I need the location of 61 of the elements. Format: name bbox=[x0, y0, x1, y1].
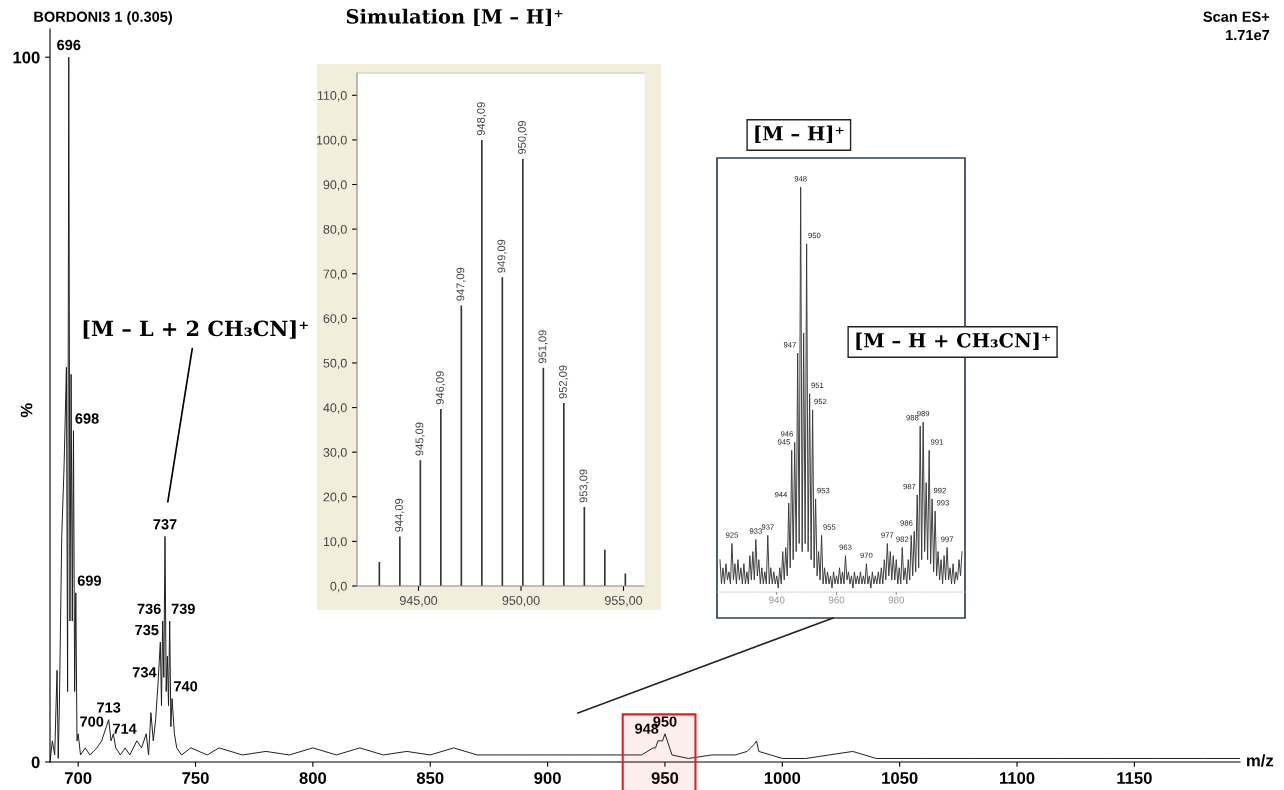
x-tick-label: 950,00 bbox=[502, 596, 540, 607]
annotation: 947,09 bbox=[456, 267, 466, 301]
annotation: [M – L + 2 CH₃CN]⁺ bbox=[83, 320, 308, 339]
annotation: 700 bbox=[80, 716, 104, 727]
x-tick-label: 850 bbox=[416, 772, 444, 784]
annotation: 949,09 bbox=[497, 239, 507, 273]
x-tick-label: 1150 bbox=[1117, 772, 1152, 784]
y-tick-label: 50,0 bbox=[323, 358, 347, 370]
y-tick-label: 20,0 bbox=[323, 492, 347, 503]
y-tick-label: 40,0 bbox=[323, 403, 347, 414]
annotation: 737 bbox=[153, 519, 177, 530]
annotation: 698 bbox=[75, 413, 99, 424]
y-tick-label: 10,0 bbox=[323, 537, 347, 548]
x-tick-label: 960 bbox=[828, 596, 845, 604]
annotation: 736 bbox=[137, 603, 161, 615]
y-tick-label: 100 bbox=[13, 51, 40, 64]
annotation: 740 bbox=[174, 681, 198, 692]
annotation: 945,09 bbox=[415, 422, 425, 456]
y-tick-label: 110,0 bbox=[317, 91, 347, 102]
chart-title: [M – H]⁺ bbox=[755, 125, 844, 143]
annotation: 696 bbox=[57, 39, 81, 51]
y-tick-label: 30,0 bbox=[323, 447, 347, 459]
annotation: 953,09 bbox=[579, 469, 589, 503]
annotation: 739 bbox=[171, 603, 195, 615]
annotation: 950,09 bbox=[517, 121, 528, 154]
text: Scan ES+ bbox=[1203, 11, 1270, 22]
annotation: 734 bbox=[132, 667, 157, 678]
annotation: 714 bbox=[113, 723, 137, 734]
y-axis-title: % bbox=[20, 403, 33, 418]
annotation: 952,09 bbox=[558, 365, 569, 399]
annotation: 699 bbox=[77, 575, 101, 586]
x-tick-label: 1100 bbox=[999, 772, 1035, 784]
y-tick-label: 100,0 bbox=[316, 135, 347, 147]
x-tick-label: 950 bbox=[651, 772, 679, 784]
y-tick-label: 70,0 bbox=[323, 269, 347, 280]
x-tick-label: 945,00 bbox=[399, 596, 438, 607]
x-tick-label: 900 bbox=[534, 772, 561, 784]
annotation: 713 bbox=[97, 702, 121, 713]
x-axis-title: m/z bbox=[1247, 754, 1274, 767]
chart-title: Simulation [M – H]⁺ bbox=[346, 8, 563, 27]
x-tick-label: 700 bbox=[64, 772, 92, 784]
annotation: 948,09 bbox=[476, 102, 487, 136]
y-tick-label: 0 bbox=[31, 756, 40, 769]
annotation: 951,09 bbox=[538, 330, 548, 364]
annotation: [M – H + CH₃CN]⁺ bbox=[856, 332, 1050, 350]
y-tick-label: 80,0 bbox=[323, 224, 347, 236]
x-tick-label: 980 bbox=[888, 596, 905, 604]
x-tick-label: 1000 bbox=[764, 772, 801, 784]
annotation: 944,09 bbox=[394, 498, 405, 532]
annotation: 735 bbox=[135, 624, 159, 636]
x-tick-label: 1050 bbox=[882, 772, 918, 784]
annotation: 946,09 bbox=[435, 371, 446, 405]
x-tick-label: 940 bbox=[769, 596, 785, 604]
x-tick-label: 800 bbox=[299, 772, 327, 784]
annotation: 1.71e7 bbox=[1226, 30, 1270, 41]
x-tick-label: 750 bbox=[182, 772, 209, 784]
y-tick-label: 0,0 bbox=[330, 581, 347, 593]
y-tick-label: 60,0 bbox=[323, 314, 347, 325]
y-tick-label: 90,0 bbox=[323, 180, 347, 191]
text: BORDONI3 1 (0.305) bbox=[34, 11, 173, 25]
x-tick-label: 955,00 bbox=[604, 596, 643, 607]
